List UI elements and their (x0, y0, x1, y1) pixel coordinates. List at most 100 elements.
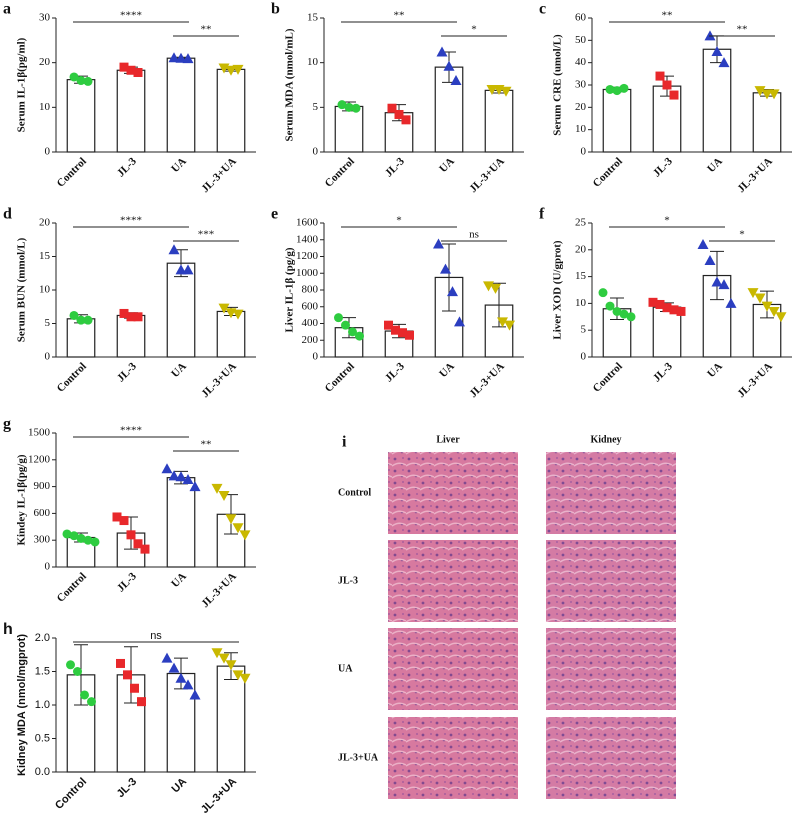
x-tick-label: JL-3 (651, 155, 675, 179)
panel-label: i (342, 434, 347, 451)
data-point (761, 301, 773, 312)
significance-label: ** (737, 24, 748, 36)
y-axis-label: Liver IL-1β (pg/g) (284, 247, 296, 332)
y-tick-label: 2.0 (35, 632, 50, 644)
data-point (391, 325, 400, 335)
histology-tint (388, 452, 518, 534)
y-tick-label: 0 (581, 351, 587, 363)
error-bar (710, 250, 724, 301)
y-tick-label: 20 (39, 56, 51, 68)
x-tick-label: JL-3+UA (199, 570, 239, 610)
y-tick-label: 5 (45, 317, 51, 329)
data-point (218, 303, 230, 314)
x-tick-label: JL-3 (115, 570, 139, 594)
data-point (69, 310, 79, 320)
data-point (211, 648, 223, 659)
histology-image (388, 628, 518, 710)
data-point (768, 306, 780, 317)
panel: a Serum IL-1β(pg/ml) 0 10 20 30 Control JL-3 UA J… (3, 1, 256, 195)
panel: f Liver XOD (U/gprot) 0 5 10 15 20 25 Control JL-… (539, 206, 792, 400)
data-point (612, 306, 622, 316)
data-point (497, 317, 508, 328)
x-tick-label: Control (591, 155, 625, 189)
data-point (711, 46, 723, 56)
data-point (454, 316, 465, 327)
x-tick-label: JL-3 (115, 360, 139, 384)
y-tick-label: 1600 (296, 217, 319, 229)
data-point (761, 89, 773, 100)
x-tick-label: UA (169, 570, 189, 590)
data-point (648, 297, 658, 307)
significance-label: **** (120, 215, 142, 227)
y-axis-label: Serum MDA (nmol/mL) (284, 28, 296, 141)
bar (216, 665, 246, 773)
y-tick-label: 1200 (28, 453, 51, 465)
data-point (747, 288, 759, 299)
data-point (725, 297, 737, 308)
data-point (73, 667, 82, 676)
data-point (76, 533, 86, 543)
data-point (119, 62, 129, 72)
data-point (669, 305, 679, 315)
x-tick-label: JL-3+UA (735, 360, 775, 400)
panel-label: e (271, 206, 278, 223)
x-tick-label: UA (169, 155, 189, 175)
significance-label: ** (394, 10, 405, 22)
significance-label: * (396, 215, 402, 227)
data-point (225, 660, 237, 671)
data-point (232, 523, 244, 534)
data-point (239, 530, 251, 541)
histology-image (546, 452, 676, 534)
y-tick-label: 0 (45, 561, 51, 573)
y-tick-label: 0 (313, 351, 319, 363)
y-tick-label: 300 (34, 534, 51, 546)
y-axis-label: Serum IL-1β(pg/ml) (16, 37, 28, 132)
data-point (182, 679, 194, 690)
bar (752, 92, 782, 153)
x-tick-label: Control (55, 360, 89, 394)
panel-label: a (3, 1, 11, 18)
panel-label: g (3, 416, 11, 433)
data-point (175, 52, 187, 63)
data-point (182, 473, 194, 484)
histology-tint (546, 717, 676, 799)
significance-label: * (739, 229, 745, 241)
data-point (168, 662, 180, 673)
x-tick-label: JL-3+UA (199, 776, 239, 816)
data-point (225, 65, 237, 76)
panel: g Kindey IL-1β(pg/g) 0 300 600 900 1200 1500 Con… (3, 416, 256, 610)
data-point (168, 52, 180, 63)
data-point (182, 53, 194, 64)
data-point (334, 313, 343, 323)
data-point (754, 86, 766, 97)
data-point (232, 64, 244, 75)
data-point (662, 303, 672, 313)
y-tick-label: 10 (575, 123, 587, 135)
histology-panel: i Liver Kidney Control JL-3 UA JL-3+UA (338, 434, 676, 799)
y-tick-label: 20 (575, 243, 587, 255)
data-point (337, 100, 347, 110)
column-label: Kidney (590, 434, 621, 445)
bar (166, 57, 196, 153)
data-point (443, 60, 455, 71)
data-point (83, 315, 93, 325)
y-tick-label: 0.5 (35, 732, 50, 744)
row-label: Control (338, 487, 371, 498)
y-tick-label: 800 (302, 284, 319, 296)
data-point (504, 320, 515, 331)
data-point (490, 283, 501, 294)
data-point (619, 309, 629, 319)
y-tick-label: 30 (39, 12, 51, 24)
significance-label: * (664, 215, 670, 227)
data-point (168, 244, 180, 255)
histology-image (546, 540, 676, 622)
y-tick-label: 400 (302, 317, 319, 329)
data-point (133, 539, 143, 549)
y-tick-label: 15 (39, 250, 51, 262)
x-tick-label: Control (53, 776, 89, 812)
data-point (704, 30, 716, 41)
panel-label: h (3, 621, 13, 638)
data-point (655, 71, 665, 81)
data-point (83, 76, 93, 86)
data-point (175, 471, 187, 482)
